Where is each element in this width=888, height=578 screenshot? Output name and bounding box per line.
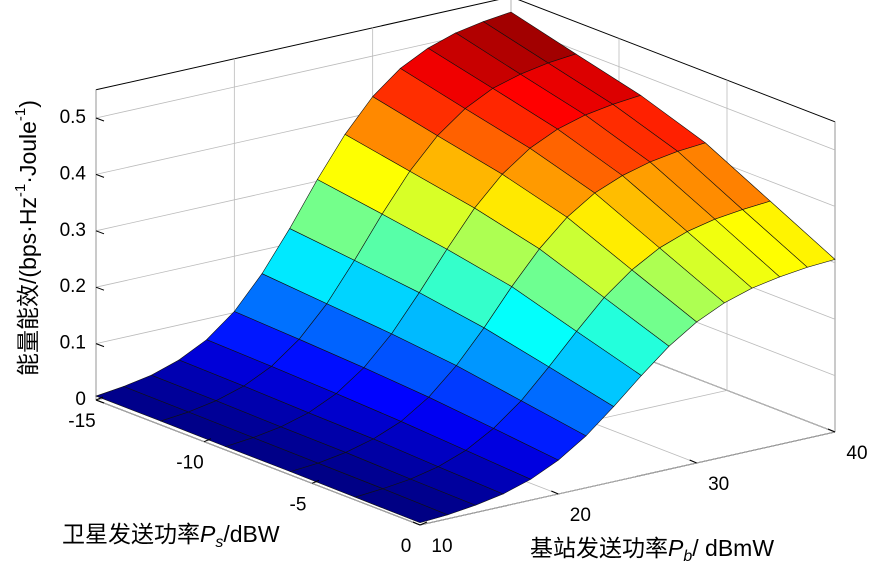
x-tick-label: -10 <box>176 453 203 474</box>
z-tick-label: 0.4 <box>60 163 87 184</box>
z-tick-label: 0.3 <box>60 220 86 241</box>
z-axis-label: 能量能效/(bps·Hz-1·Joule-1) <box>12 100 41 376</box>
z-tick <box>95 173 105 178</box>
z-label-part: 能量能效/(bps·Hz <box>15 197 41 376</box>
z-label-sup: -1 <box>12 108 29 121</box>
z-tick-label: 0.2 <box>60 276 86 297</box>
y-tick-label: 30 <box>708 474 729 495</box>
y-label-unit: / dBmW <box>692 535 774 561</box>
y-tick <box>827 428 836 433</box>
y-label-sub: b <box>683 548 692 565</box>
z-label-part: ·Joule <box>15 121 41 184</box>
x-label-text: 卫星发送功率 <box>62 521 200 547</box>
y-tick <box>551 490 559 495</box>
y-tick-label: 10 <box>431 536 452 557</box>
z-tick <box>95 286 105 291</box>
grid-line <box>510 24 836 151</box>
ticks: 0 0.1 0.2 0.3 0.4 0.5 10 20 30 40 -15 -10 -5 0 <box>60 107 868 557</box>
x-axis-label: 卫星发送功率Ps/dBW <box>62 521 280 551</box>
x-tick <box>311 479 320 484</box>
box-edge <box>95 0 500 91</box>
z-tick <box>95 399 105 404</box>
x-label-var: P <box>200 521 216 547</box>
z-tick-label: 0 <box>75 389 86 410</box>
grid-line <box>419 431 836 526</box>
z-label-part: ) <box>15 100 41 108</box>
y-axis-label: 基站发送功率Pb/ dBmW <box>530 535 774 565</box>
z-tick-label: 0.5 <box>60 107 86 128</box>
y-tick-label: 40 <box>846 443 867 464</box>
y-tick <box>689 459 697 464</box>
y-tick <box>412 521 421 526</box>
x-tick <box>203 438 212 443</box>
z-tick <box>95 343 105 348</box>
box-edge <box>517 0 836 123</box>
z-tick <box>95 117 105 122</box>
z-tick <box>95 230 105 235</box>
x-tick <box>419 521 428 526</box>
x-label-sub: s <box>215 534 223 551</box>
x-tick <box>95 396 104 401</box>
surface-face <box>354 488 449 524</box>
y-label-text: 基站发送功率 <box>530 535 668 561</box>
surface <box>95 11 836 524</box>
x-tick-label: -5 <box>290 494 307 515</box>
grid-line <box>95 399 421 526</box>
z-label-sup: -1 <box>12 184 29 197</box>
z-tick-label: 0.1 <box>60 333 86 354</box>
x-tick-label: -15 <box>68 411 95 432</box>
x-tick-label: 0 <box>401 536 412 557</box>
x-label-unit: /dBW <box>223 521 280 547</box>
y-tick-label: 20 <box>570 505 591 526</box>
y-label-var: P <box>668 535 684 561</box>
